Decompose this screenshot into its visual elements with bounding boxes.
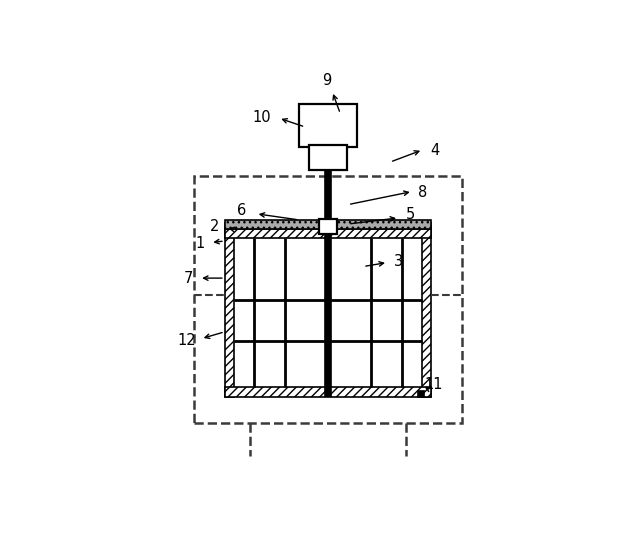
Bar (422, 223, 431, 397)
Text: 5: 5 (406, 207, 415, 222)
Text: 7: 7 (184, 271, 193, 286)
Bar (418, 391, 424, 397)
Text: 10: 10 (253, 110, 271, 125)
Text: 6: 6 (237, 203, 246, 218)
Text: 3: 3 (394, 254, 404, 269)
Text: 11: 11 (424, 377, 442, 392)
Bar (225, 223, 234, 397)
Text: 8: 8 (419, 185, 428, 200)
Text: 1: 1 (195, 236, 205, 251)
Text: 12: 12 (177, 333, 196, 348)
Bar (319, 219, 337, 234)
Bar (225, 228, 431, 237)
Bar (225, 388, 431, 397)
Bar (225, 220, 431, 228)
Text: 2: 2 (210, 219, 219, 234)
Text: 4: 4 (431, 144, 440, 159)
Bar (324, 169, 332, 397)
Bar (194, 176, 462, 423)
Text: 9: 9 (323, 73, 332, 88)
Bar (299, 103, 357, 147)
Bar (308, 145, 348, 169)
